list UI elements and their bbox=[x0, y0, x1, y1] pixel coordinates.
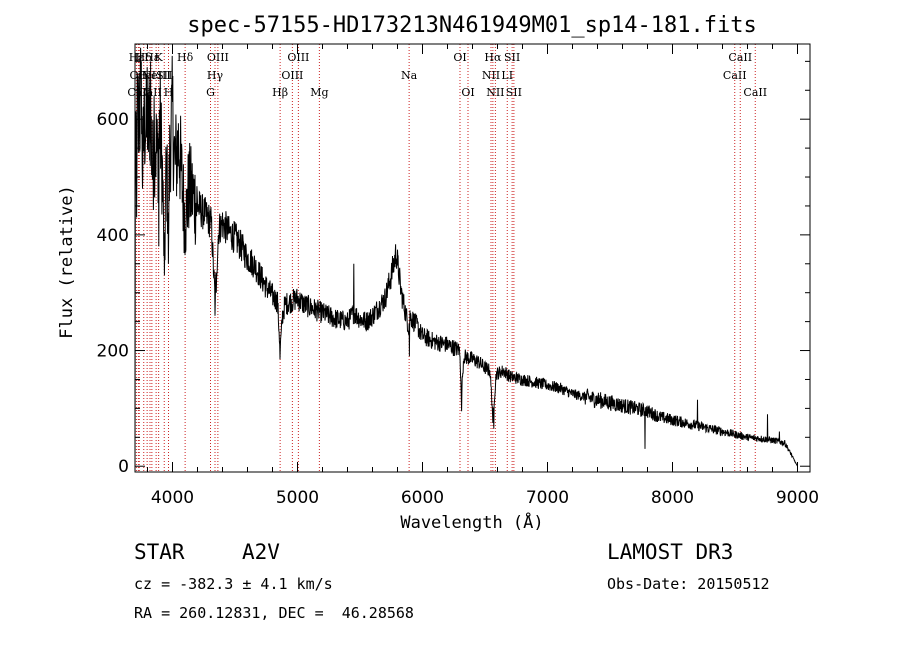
y-tick-label: 0 bbox=[118, 457, 129, 477]
survey-name: LAMOST DR3 bbox=[607, 540, 734, 564]
sky-coordinates: RA = 260.12831, DEC = 46.28568 bbox=[134, 604, 414, 622]
line-marker-label: Hα bbox=[484, 51, 502, 64]
line-marker-label: H bbox=[164, 86, 174, 99]
y-tick-label: 400 bbox=[97, 226, 129, 246]
line-marker-label: Na bbox=[401, 69, 418, 82]
line-marker-label: CaII bbox=[728, 51, 752, 64]
line-marker-label: Hε bbox=[144, 51, 160, 64]
line-marker-label: OIII bbox=[287, 51, 309, 64]
observation-date: Obs-Date: 20150512 bbox=[607, 575, 770, 593]
x-tick-label: 8000 bbox=[651, 488, 694, 508]
redshift-velocity: cz = -382.3 ± 4.1 km/s bbox=[134, 575, 333, 593]
x-tick-label: 6000 bbox=[401, 488, 444, 508]
y-axis-label: Flux (relative) bbox=[57, 185, 77, 339]
y-tick-label: 200 bbox=[97, 342, 129, 362]
y-tick-label: 600 bbox=[97, 110, 129, 130]
emission-line-labels: HεOIICaIIHδFeICaIIHεNeIIIKSIIHHδGHγOIIIH… bbox=[127, 51, 767, 99]
object-class: STAR bbox=[134, 540, 185, 564]
line-marker-label: SII bbox=[504, 51, 520, 64]
line-marker-label: NII bbox=[486, 86, 504, 99]
line-marker-label: NII bbox=[482, 69, 500, 82]
line-marker-label: Hδ bbox=[177, 51, 194, 64]
x-tick-label: 5000 bbox=[276, 488, 319, 508]
line-marker-label: CaII bbox=[723, 69, 747, 82]
plot-frame bbox=[134, 43, 811, 473]
line-marker-label: OI bbox=[453, 51, 466, 64]
line-marker-label: SII bbox=[506, 86, 522, 99]
line-marker-label: SII bbox=[156, 69, 172, 82]
x-tick-label: 7000 bbox=[526, 488, 569, 508]
line-marker-label: Hγ bbox=[207, 69, 224, 82]
line-marker-label: OII bbox=[130, 69, 148, 82]
x-tick-label: 9000 bbox=[776, 488, 819, 508]
line-marker-label: G bbox=[206, 86, 215, 99]
spectral-subclass: A2V bbox=[242, 540, 280, 564]
line-marker-label: CaII bbox=[743, 86, 767, 99]
line-marker-label: OIII bbox=[281, 69, 303, 82]
line-marker-label: OI bbox=[461, 86, 474, 99]
axis-ticks: 4000 5000 6000 7000 8000 9000 0 200 400 600 bbox=[97, 44, 819, 508]
x-tick-label: 4000 bbox=[151, 488, 194, 508]
line-marker-label: LI bbox=[501, 69, 513, 82]
line-marker-label: Mg bbox=[310, 86, 328, 99]
line-marker-label: OIII bbox=[207, 51, 229, 64]
x-axis-label: Wavelength (Å) bbox=[400, 511, 543, 533]
line-marker-label: Hδ bbox=[136, 51, 153, 64]
spectrum-line bbox=[134, 47, 798, 473]
spectrum-chart: HεOIICaIIHδFeICaIIHεNeIIIKSIIHHδGHγOIIIH… bbox=[57, 13, 819, 533]
line-marker-label: Hβ bbox=[272, 86, 288, 99]
emission-line-markers bbox=[135, 44, 756, 472]
line-marker-label: K bbox=[155, 51, 164, 64]
chart-title: spec-57155-HD173213N461949M01_sp14-181.f… bbox=[187, 13, 757, 38]
